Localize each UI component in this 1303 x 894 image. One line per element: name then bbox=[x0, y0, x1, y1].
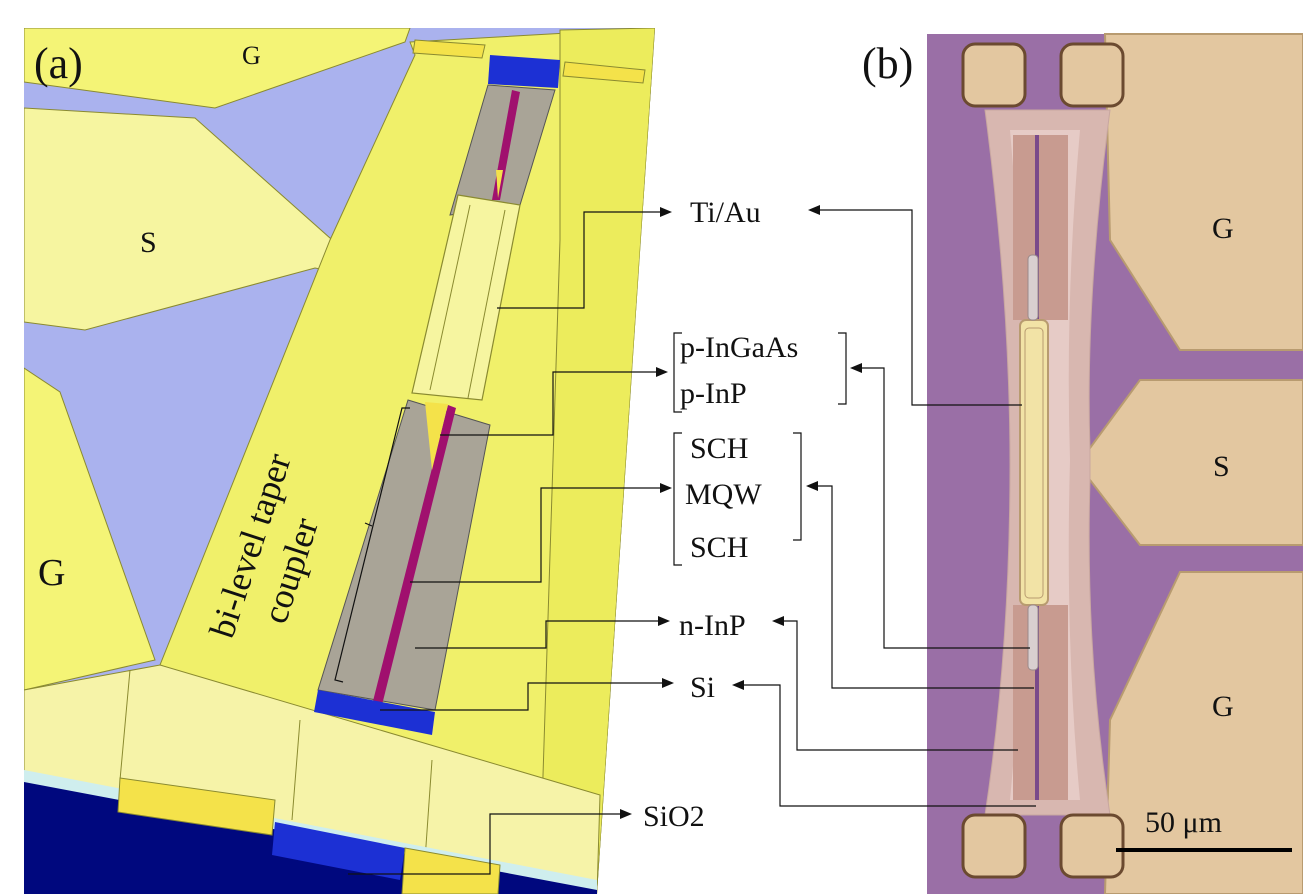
arrow-a-p-layers bbox=[656, 367, 668, 377]
corner-pad-br bbox=[1059, 813, 1125, 879]
leader-b-si bbox=[744, 684, 1036, 807]
mqw-strip-lower bbox=[372, 405, 456, 705]
si-waveguide-top bbox=[488, 55, 560, 88]
si-layer-bottom bbox=[272, 822, 405, 880]
coupler-bracket bbox=[334, 407, 410, 683]
taper-top-b bbox=[1027, 254, 1039, 321]
contact-bottom bbox=[117, 777, 276, 836]
leader-a-n-inp bbox=[415, 620, 658, 649]
signal-label-b: S bbox=[1213, 450, 1230, 483]
top-contact-right bbox=[562, 61, 646, 84]
arrow-b-si bbox=[732, 680, 744, 690]
bracket-p-layers-left bbox=[673, 332, 682, 413]
center-electrode-b bbox=[1019, 319, 1049, 606]
ground-electrode-top bbox=[24, 28, 411, 109]
leader-b-p-layers bbox=[862, 367, 1030, 649]
leader-a-sio2 bbox=[348, 813, 620, 875]
label-p-inp: p-InP bbox=[680, 377, 747, 410]
label-ti-au: Ti/Au bbox=[690, 196, 761, 229]
taper-tip-top bbox=[496, 170, 503, 198]
arrow-a-si bbox=[662, 678, 674, 688]
top-contact-left bbox=[412, 39, 486, 59]
leader-a-ti-au bbox=[497, 211, 660, 309]
inp-strip-bottom-b bbox=[1013, 605, 1068, 800]
corner-pad-tr bbox=[1059, 42, 1125, 108]
arrow-a-active bbox=[660, 483, 672, 493]
corner-pad-tl bbox=[961, 42, 1027, 108]
leader-b-n-inp bbox=[784, 620, 1018, 751]
ground-label-bottom-a: G bbox=[38, 552, 65, 594]
corner-pad-bl bbox=[961, 813, 1027, 879]
label-n-inp: n-InP bbox=[679, 609, 746, 642]
leader-a-si bbox=[380, 682, 662, 711]
label-sio2: SiO2 bbox=[643, 800, 705, 833]
center-electrode-inner-b bbox=[1024, 327, 1044, 599]
arrow-a-ti-au bbox=[660, 207, 672, 217]
inp-strip-top-b bbox=[1013, 135, 1068, 320]
arrow-b-n-inp bbox=[772, 616, 784, 626]
ground-label-top-a: G bbox=[242, 41, 261, 70]
ground-pad-top-b bbox=[1103, 33, 1303, 351]
ground-label-top-b: G bbox=[1212, 212, 1234, 245]
ground-electrode-bottom bbox=[24, 367, 156, 691]
contact-bottom-right bbox=[401, 847, 501, 894]
label-si: Si bbox=[690, 671, 715, 704]
leader-a-active bbox=[410, 487, 660, 583]
bracket-p-layers-right bbox=[838, 332, 847, 405]
arrow-b-active bbox=[806, 481, 818, 491]
panel-b-micrograph: (b) G S G 50 μm bbox=[862, 33, 1303, 894]
taper-tip-lower bbox=[425, 402, 448, 470]
label-sch-bottom: SCH bbox=[690, 531, 748, 564]
panel-a-rendering: (a) G S G bi-level taper coupler bbox=[24, 28, 655, 894]
signal-label-a: S bbox=[140, 226, 157, 259]
bracket-active-left bbox=[673, 432, 682, 566]
arrow-b-p-layers bbox=[850, 363, 862, 373]
leader-a-p-layers bbox=[440, 371, 656, 436]
layer-labels: Ti/Au p-InGaAs p-InP SCH MQW SCH n-InP S… bbox=[348, 196, 1036, 875]
arrow-b-ti-au bbox=[808, 205, 820, 215]
si-waveguide-bottom bbox=[314, 690, 435, 735]
arrow-a-sio2 bbox=[620, 809, 632, 819]
taper-bottom-b bbox=[1027, 604, 1039, 671]
bracket-active-right bbox=[793, 432, 802, 541]
panel-b-label: (b) bbox=[862, 39, 913, 88]
scale-bar-label: 50 μm bbox=[1145, 806, 1222, 839]
label-sch-top: SCH bbox=[690, 432, 748, 465]
label-p-ingaas: p-InGaAs bbox=[680, 331, 798, 364]
label-mqw: MQW bbox=[685, 478, 762, 511]
panel-a-label: (a) bbox=[34, 39, 83, 88]
leader-b-active bbox=[818, 485, 1034, 689]
leader-b-ti-au bbox=[820, 209, 1022, 406]
coupler-bracket-tick bbox=[364, 522, 373, 527]
arrow-a-n-inp bbox=[658, 616, 670, 626]
ground-label-bottom-b: G bbox=[1212, 690, 1234, 723]
